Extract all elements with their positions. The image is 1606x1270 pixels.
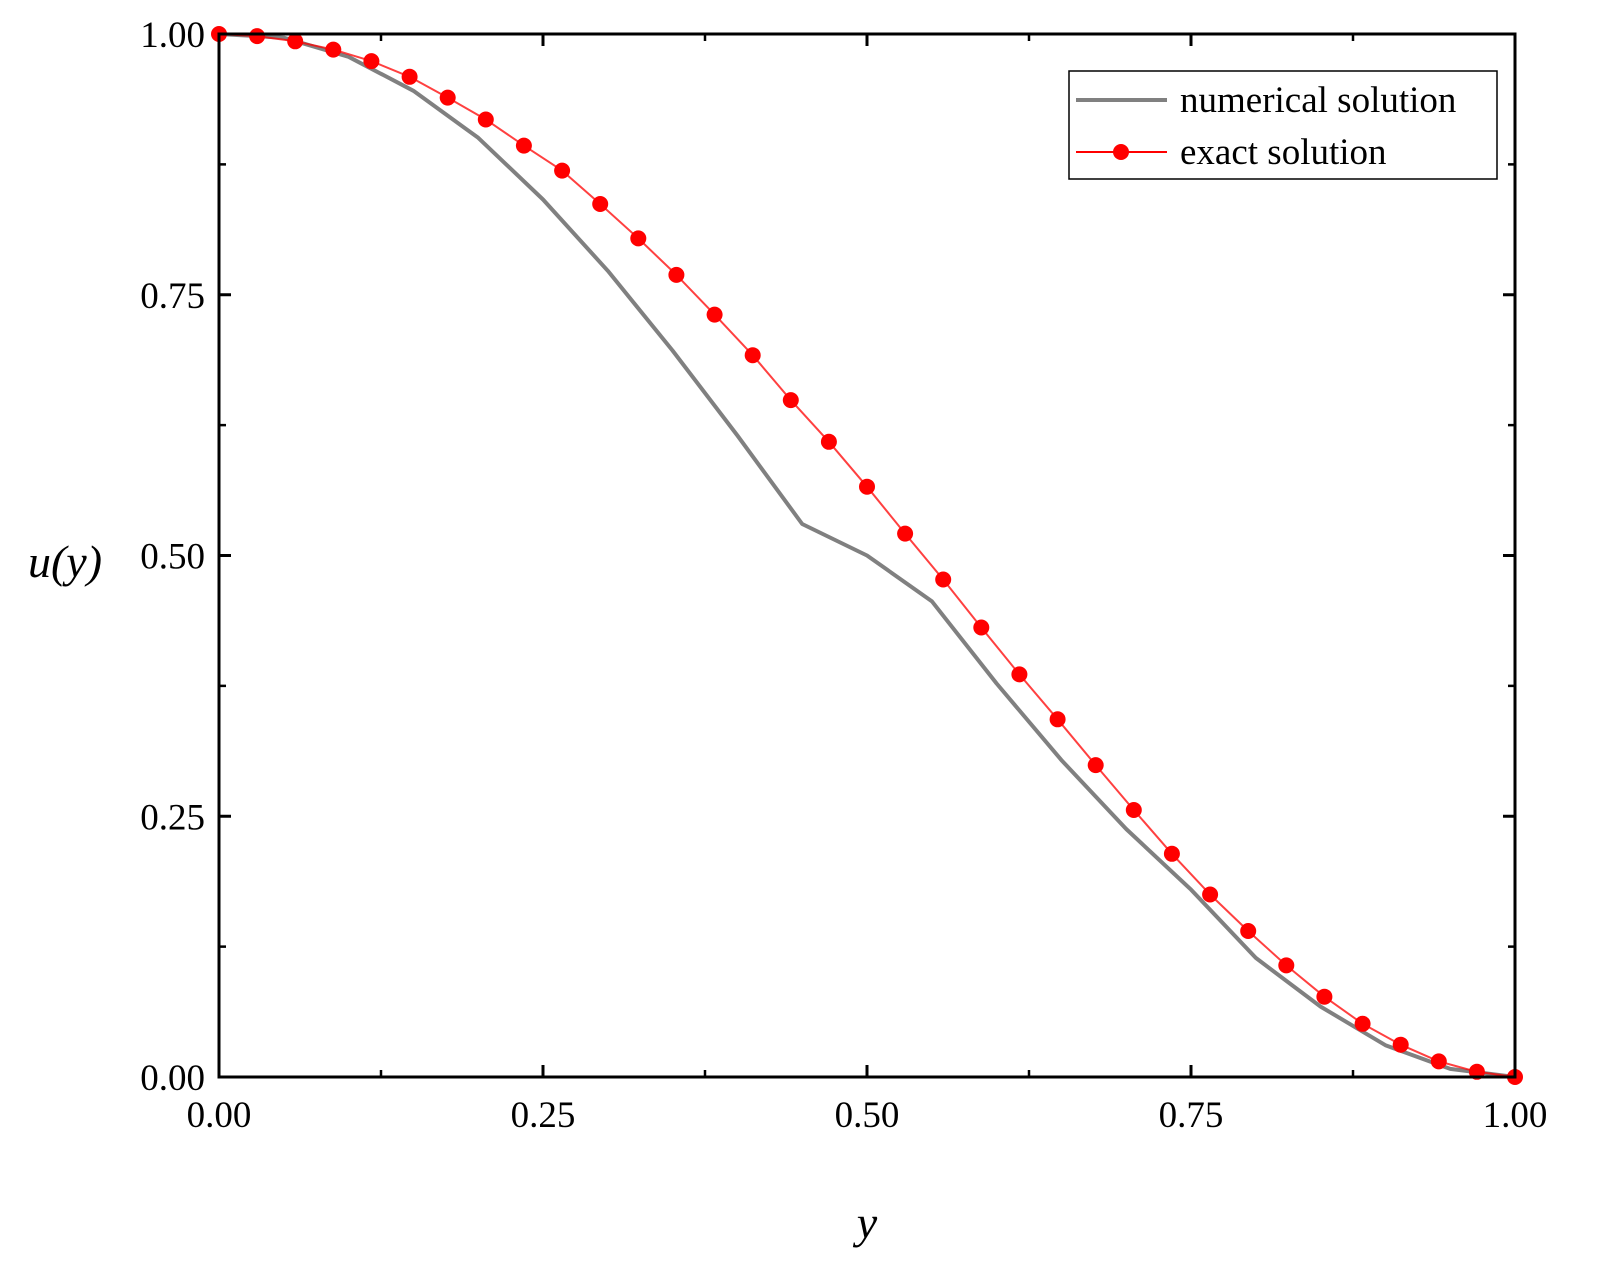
legend: numerical solution exact solution — [1068, 70, 1498, 180]
y-tick-label: 0.25 — [140, 797, 205, 838]
data-point — [706, 306, 723, 323]
data-point — [897, 525, 914, 542]
x-axis-title: y — [853, 1197, 878, 1248]
data-point — [477, 111, 494, 128]
data-point — [1354, 1015, 1371, 1032]
data-point — [820, 433, 837, 450]
x-tick-label: 0.75 — [1159, 1095, 1224, 1136]
y-tick-label: 1.00 — [140, 15, 205, 56]
data-point — [1163, 845, 1180, 862]
y-axis-title: u(y) — [28, 536, 102, 587]
data-point — [439, 89, 456, 106]
data-point — [325, 41, 342, 58]
legend-marker — [1113, 144, 1129, 160]
data-point — [1125, 802, 1142, 818]
data-point — [630, 230, 647, 247]
data-point — [1011, 666, 1028, 683]
x-tick-label: 0.25 — [511, 1095, 576, 1136]
x-tick-label: 0.50 — [835, 1095, 900, 1136]
data-point — [363, 53, 380, 70]
legend-box — [1068, 70, 1498, 180]
data-point — [287, 33, 304, 50]
data-point — [744, 347, 761, 364]
series-line-1 — [218, 32, 1516, 1079]
axes: 0.00 0.25 0.50 0.75 1.00 0.00 0.25 0.50 0.75 1.00 — [140, 15, 1547, 1136]
data-point — [973, 619, 990, 636]
y-tick-label: 0.75 — [140, 276, 205, 317]
data-point — [1278, 957, 1295, 974]
data-point — [1202, 886, 1219, 903]
data-point — [1049, 711, 1066, 728]
legend-label-1: numerical solution — [1180, 80, 1456, 121]
data-point — [782, 392, 799, 409]
data-point — [592, 196, 609, 212]
data-point — [1087, 757, 1104, 774]
data-point — [859, 478, 875, 495]
y-tick-label: 0.50 — [140, 537, 205, 578]
y-tick-label: 0.00 — [140, 1058, 205, 1099]
data-point — [554, 162, 571, 179]
data-point — [1316, 988, 1333, 1005]
x-tick-label: 0.00 — [187, 1095, 252, 1136]
data-point — [668, 266, 685, 283]
data-point — [1430, 1053, 1447, 1070]
data-point — [401, 68, 418, 85]
data-point — [935, 571, 952, 588]
legend-label-2: exact solution — [1180, 132, 1387, 173]
data-point — [515, 137, 532, 154]
plot-area — [211, 26, 1523, 1085]
data-point — [1392, 1036, 1409, 1053]
data-point — [1240, 923, 1257, 939]
x-tick-label: 1.00 — [1483, 1095, 1548, 1136]
data-point — [249, 28, 266, 45]
